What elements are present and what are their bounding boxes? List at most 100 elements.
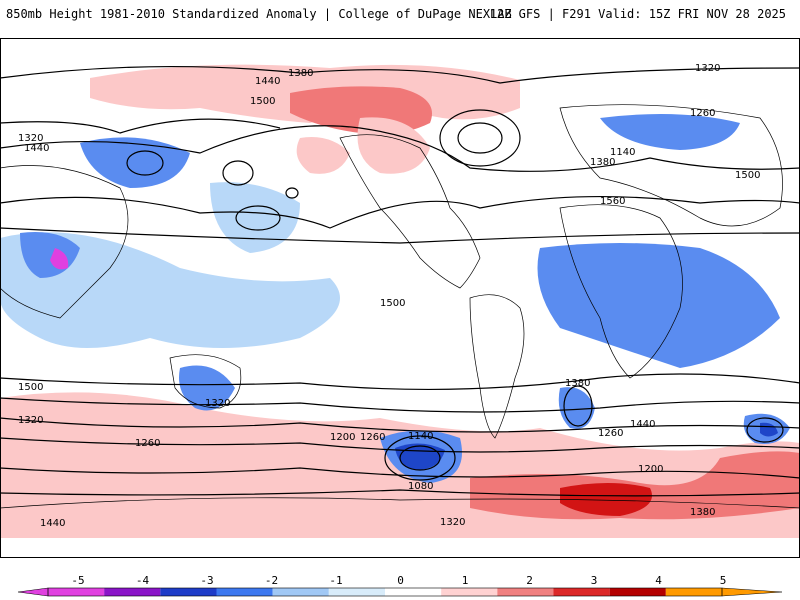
colorbar-low-arrow (17, 587, 49, 597)
contour-label-1380-south: 1380 (690, 507, 715, 518)
north-america-coast (339, 134, 481, 289)
colorbar-segment (609, 588, 666, 596)
australia-negative-anomaly (179, 365, 235, 411)
colorbar-tick-label: 3 (591, 574, 598, 587)
colorbar-segment (160, 588, 217, 596)
contour-label-1260-sw: 1260 (135, 438, 160, 449)
asia-east-coast (0, 165, 129, 319)
colorbar-segment (441, 588, 498, 596)
colorbar-segment (328, 588, 385, 596)
contour-label-1440: 1440 (255, 76, 280, 87)
colorbar-high-arrow (721, 587, 783, 597)
africa-coast (559, 204, 683, 379)
europe-negative-strong (630, 121, 680, 140)
contour-label-1320-south: 1320 (440, 517, 465, 528)
colorbar-tick-label: -4 (136, 574, 150, 587)
colorbar-segment (272, 588, 329, 596)
africa-negative-anomaly (537, 243, 780, 368)
siberia-negative-anomaly-strong (130, 151, 160, 175)
siberia-contour (126, 150, 164, 176)
contour-label-1260: 1260 (598, 428, 623, 439)
pacific-low-negative-weak (210, 182, 300, 253)
contour-label-1500-sw: 1500 (18, 382, 43, 393)
contour-1260-southern (0, 467, 800, 479)
contour-label-1380-sa: 1380 (565, 378, 590, 389)
contour-label-1260-sp: 1260 (360, 432, 385, 443)
contour-label-1500-ea: 1500 (735, 170, 760, 181)
contour-1560-subtropic (0, 227, 800, 244)
south-atlantic-low-negative (558, 387, 595, 429)
negative-anomaly-areas (0, 114, 790, 483)
contour-label-layer: 1380 1320 1440 1500 1560 1260 1200 1140 … (18, 63, 760, 529)
colorbar-segment (216, 588, 273, 596)
contour-label-1320-sw: 1320 (18, 415, 43, 426)
contour-1320-north (0, 118, 281, 134)
anomaly-map: 1380 1320 1440 1500 1560 1260 1200 1140 … (0, 38, 800, 558)
colorbar-segment (553, 588, 610, 596)
contour-label-1440-south: 1440 (40, 518, 65, 529)
contour-label-1500-mid: 1500 (380, 298, 405, 309)
contour-label-1500: 1500 (250, 96, 275, 107)
run-info: 12Z GFS | F291 Valid: 15Z FRI NOV 28 202… (489, 7, 786, 21)
tropical-pacific-negative-band (0, 232, 340, 348)
contour-label-1200-sp: 1200 (330, 432, 355, 443)
canada-low-inner-contour (457, 122, 503, 154)
map-panel: 1380 1320 1440 1500 1560 1260 1200 1140 … (0, 38, 800, 558)
colorbar-tick-label: 2 (526, 574, 533, 587)
colorbar-tick-label: -3 (200, 574, 213, 587)
colorbar-tick-label: 1 (462, 574, 469, 587)
colorbar-tick-label: 4 (655, 574, 662, 587)
canada-low-contour (439, 109, 521, 167)
colorbar: -5 -4 -3 -2 -1 0 1 2 3 4 5 (0, 570, 800, 600)
contour-label-1380: 1380 (288, 68, 313, 79)
contour-1320-southern (0, 437, 800, 453)
colorbar-tick-label: 5 (720, 574, 727, 587)
asia-negative-center (50, 248, 69, 270)
contour-label-1560: 1560 (600, 196, 625, 207)
height-contours (0, 65, 800, 497)
contour-1440-north (0, 125, 800, 172)
contour-label-1260-eu: 1260 (690, 108, 715, 119)
small-closed-contour (285, 187, 299, 199)
australia-coast (169, 354, 242, 409)
colorbar-segment (497, 588, 554, 596)
contour-label-1140-eu: 1140 (610, 147, 635, 158)
contour-label-1380-eu: 1380 (590, 157, 615, 168)
colorbar-tick-label: -5 (71, 574, 84, 587)
contour-label-1080: 1080 (408, 481, 433, 492)
contour-1380-north (0, 65, 800, 84)
colorbar-tick-label: -2 (265, 574, 278, 587)
contour-label-1140: 1140 (408, 431, 433, 442)
header-bar: 850mb Height 1981-2010 Standardized Anom… (0, 0, 800, 32)
pacific-positive-anomaly (296, 137, 350, 174)
contour-1500-mid (0, 196, 800, 229)
colorbar-segment (385, 588, 442, 596)
contour-label-1200: 1200 (638, 464, 663, 475)
colorbar-svg: -5 -4 -3 -2 -1 0 1 2 3 4 5 (17, 574, 783, 597)
contour-1200-southern (0, 489, 800, 497)
colorbar-segment (104, 588, 161, 596)
contour-label-1440-sa: 1440 (630, 419, 655, 430)
contour-label-1320-aus: 1320 (205, 398, 230, 409)
contour-label-1320: 1320 (695, 63, 720, 74)
south-pacific-low-inner-contour (399, 445, 441, 471)
contour-label-1440-west: 1440 (24, 143, 49, 154)
contour-1440-southern (0, 397, 800, 413)
colorbar-frame (47, 587, 723, 597)
map-title: 850mb Height 1981-2010 Standardized Anom… (6, 7, 512, 21)
south-atlantic-low-contour (563, 385, 593, 427)
pacific-low-contour (235, 205, 281, 231)
eurasia-coast (559, 104, 783, 227)
colorbar-tick-label: 0 (397, 574, 404, 587)
contour-label-1320-west: 1320 (18, 133, 43, 144)
north-pacific-contour (222, 160, 254, 186)
southern-ocean-positive-extreme (560, 483, 652, 516)
colorbar-segment (665, 588, 722, 596)
south-america-coast (469, 294, 525, 439)
coastlines (0, 104, 800, 509)
south-pacific-positive-anomaly (0, 486, 240, 538)
colorbar-segment (48, 588, 105, 596)
south-pacific-low-contour (384, 435, 456, 481)
contour-1380-southern (0, 417, 800, 433)
canada-positive-anomaly (357, 117, 430, 174)
